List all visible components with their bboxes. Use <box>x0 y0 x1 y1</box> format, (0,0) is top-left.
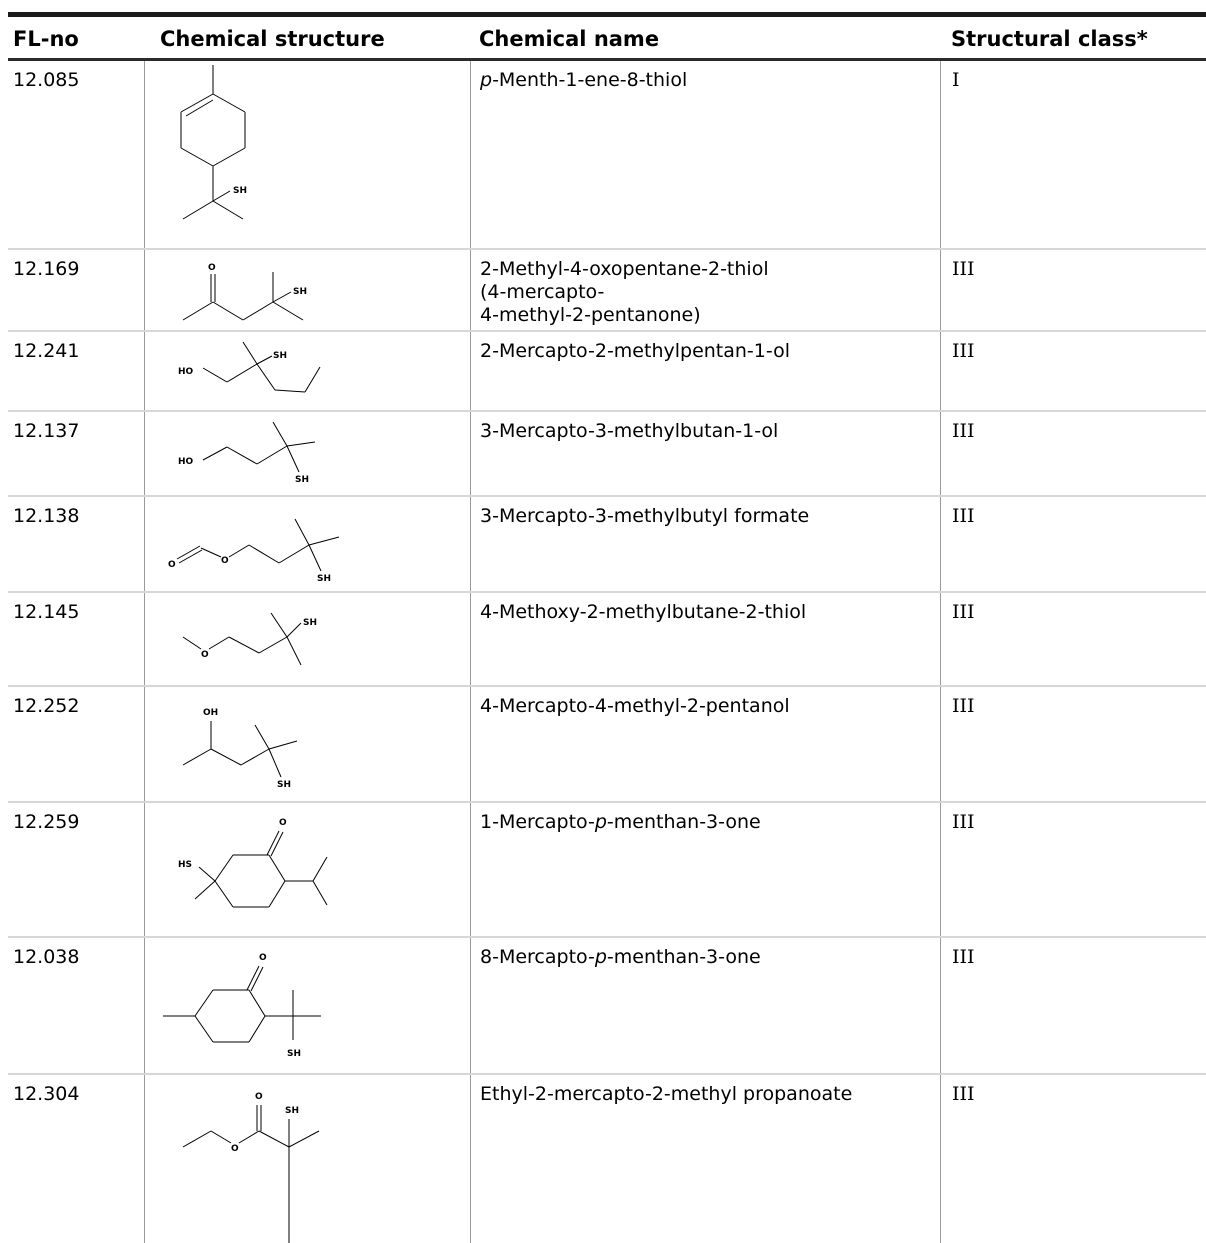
fl-no-cell: 12.252 <box>13 695 80 717</box>
atom-label: O <box>259 953 267 963</box>
atom-label: SH <box>273 351 287 361</box>
italic-prefix: p <box>594 811 607 833</box>
structure-cell: SH <box>144 61 470 248</box>
atom-label: OH <box>203 708 218 718</box>
chemical-name-cell: 3-Mercapto-3-methylbutan-1-ol <box>470 412 940 495</box>
structural-class-cell: III <box>940 593 1206 685</box>
chemical-name-cell: 1-Mercapto-p-menthan-3-one <box>470 803 940 936</box>
italic-prefix: p <box>480 69 493 91</box>
structure-cell: HO SH <box>144 332 470 410</box>
atom-label: SH <box>293 287 307 297</box>
name-text: 1-Mercapto- <box>480 811 595 833</box>
header-name: Chemical name <box>479 27 660 51</box>
fl-no-cell: 12.137 <box>13 420 80 442</box>
atom-label: SH <box>233 186 247 196</box>
structural-class-cell: III <box>940 938 1206 1073</box>
atom-label: SH <box>295 475 309 485</box>
chemical-name-cell: 3-Mercapto-3-methylbutyl formate <box>470 497 940 591</box>
structure-diagram: O SH <box>182 612 317 666</box>
atom-label: SH <box>277 780 291 790</box>
atom-label: O <box>279 818 287 828</box>
table-row: 12.241 HO SH 2-Mercapto-2-methylpentan-1… <box>8 332 1206 412</box>
table-row: 12.137 HO SH 3-Mercapto-3-methylbutan-1-… <box>8 412 1206 497</box>
structural-class-cell: III <box>940 250 1206 330</box>
chemical-name-cell: 4-Mercapto-4-methyl-2-pentanol <box>470 687 940 801</box>
fl-no-cell: 12.038 <box>13 946 80 968</box>
chemical-name-cell: p-Menth-1-ene-8-thiol <box>470 61 940 248</box>
structural-class-cell: III <box>940 497 1206 591</box>
structure-diagram: OH SH <box>182 708 298 790</box>
atom-label: SH <box>287 1049 301 1059</box>
header-fl-no: FL-no <box>13 27 79 51</box>
table-row: 12.252 OH SH 4-Mercapto-4-methyl-2-penta… <box>8 687 1206 803</box>
structure-cell: O SH <box>144 593 470 685</box>
fl-no-cell: 12.085 <box>13 69 80 91</box>
header-structure: Chemical structure <box>160 27 385 51</box>
table-row: 12.169 O SH 2-Methyl-4-oxopentane-2-thio… <box>8 250 1206 332</box>
structural-class-cell: III <box>940 332 1206 410</box>
atom-label: HS <box>178 860 192 870</box>
chemical-name-cell: Ethyl-2-mercapto-2-methyl propanoate <box>470 1075 940 1243</box>
structure-diagram: SH <box>180 65 247 220</box>
name-text: -menthan-3-one <box>606 811 761 833</box>
atom-label: HO <box>178 457 194 467</box>
fl-no-cell: 12.145 <box>13 601 80 623</box>
header-class: Structural class* <box>951 27 1148 51</box>
structure-cell: O SH <box>144 250 470 330</box>
structural-class-cell: III <box>940 1075 1206 1243</box>
top-rule <box>8 12 1206 17</box>
compound-table: FL-no Chemical structure Chemical name S… <box>8 17 1206 1243</box>
atom-label: SH <box>303 618 317 628</box>
structural-class-cell: III <box>940 687 1206 801</box>
structural-class-cell: III <box>940 412 1206 495</box>
table-row: 12.304 O O SH Ethyl-2-mercapto-2-methyl … <box>8 1075 1206 1243</box>
structure-diagram: HO SH <box>178 421 316 485</box>
atom-label: O <box>255 1092 263 1102</box>
structure-diagram: O O SH <box>182 1092 320 1243</box>
structure-cell: OH SH <box>144 687 470 801</box>
name-text: -Menth-1-ene-8-thiol <box>492 69 688 91</box>
name-text: 8-Mercapto- <box>480 946 595 968</box>
atom-label: HO <box>178 367 194 377</box>
chemical-name-cell: 4-Methoxy-2-methylbutane-2-thiol <box>470 593 940 685</box>
table-header: FL-no Chemical structure Chemical name S… <box>8 17 1206 61</box>
structure-cell: O HS <box>144 803 470 936</box>
chemical-name-cell: 8-Mercapto-p-menthan-3-one <box>470 938 940 1073</box>
atom-label: SH <box>285 1106 299 1116</box>
structure-diagram: O SH <box>163 953 321 1059</box>
fl-no-cell: 12.241 <box>13 340 80 362</box>
fl-no-cell: 12.138 <box>13 505 80 527</box>
structure-cell: O SH <box>144 938 470 1073</box>
italic-prefix: p <box>594 946 607 968</box>
atom-label: O <box>221 556 229 566</box>
structure-diagram: HO SH <box>178 341 321 393</box>
structural-class-cell: III <box>940 803 1206 936</box>
table-row: 12.038 O SH 8-Mercapto-p-menthan-3-one <box>8 938 1206 1075</box>
structural-class-cell: I <box>940 61 1206 248</box>
chemical-name-cell: 2-Methyl-4-oxopentane-2-thiol (4-mercapt… <box>470 250 940 330</box>
table-row: 12.145 O SH 4-Methoxy-2-methylbutane-2-t… <box>8 593 1206 687</box>
name-text: -menthan-3-one <box>606 946 761 968</box>
fl-no-cell: 12.169 <box>13 258 80 280</box>
table-row: 12.085 SH p-Menth-1-ene-8-thiol I <box>8 61 1206 250</box>
structure-cell: HO SH <box>144 412 470 495</box>
table-row: 12.138 O O SH 3-Mercapto-3-methylbutyl f… <box>8 497 1206 593</box>
atom-label: O <box>208 263 216 273</box>
fl-no-cell: 12.304 <box>13 1083 80 1105</box>
atom-label: O <box>168 560 176 570</box>
structure-diagram: O O SH <box>168 518 340 584</box>
atom-label: SH <box>317 574 331 584</box>
table-row: 12.259 O HS 1-Mercapto-p-menthan-3-one <box>8 803 1206 938</box>
atom-label: O <box>231 1144 239 1154</box>
chemical-name-cell: 2-Mercapto-2-methylpentan-1-ol <box>470 332 940 410</box>
structure-cell: O O SH <box>144 1075 470 1243</box>
structure-cell: O O SH <box>144 497 470 591</box>
structure-diagram: O HS <box>178 818 328 908</box>
atom-label: O <box>201 650 209 660</box>
structure-diagram: O SH <box>182 263 307 321</box>
fl-no-cell: 12.259 <box>13 811 80 833</box>
